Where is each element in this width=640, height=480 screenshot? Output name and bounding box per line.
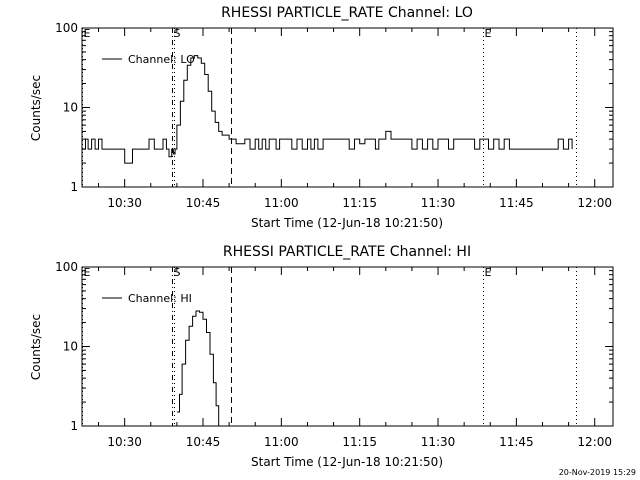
chart-title-lo: RHESSI PARTICLE_RATE Channel: LO — [221, 5, 473, 21]
chart-panel-lo: RHESSI PARTICLE_RATE Channel: LO Counts/… — [29, 5, 614, 230]
event-marker-label-hi: E — [84, 266, 91, 279]
legend-hi: Channel: HI — [102, 292, 192, 305]
series-line-hi — [176, 310, 220, 426]
x-tick-label-hi: 11:15 — [342, 435, 377, 449]
y-axis-label-lo: Counts/sec — [29, 75, 43, 141]
plot-frame-lo — [81, 27, 614, 188]
x-tick-label-lo: 11:15 — [342, 196, 377, 210]
y-axis-label-hi: Counts/sec — [29, 314, 43, 380]
x-axis-label-lo: Start Time (12-Jun-18 10:21:50) — [251, 216, 443, 230]
event-marker-label-lo: E — [485, 27, 492, 40]
y-tick-label-hi: 1 — [70, 419, 78, 433]
x-tick-label-hi: 10:30 — [107, 435, 142, 449]
x-tick-label-hi: 12:00 — [577, 435, 612, 449]
event-marker-label-hi: E — [485, 266, 492, 279]
footer-timestamp: 20-Nov-2019 15:29 — [559, 468, 636, 477]
legend-lo: Channel: LO — [102, 53, 195, 66]
plot-frame-hi — [81, 266, 614, 427]
x-tick-label-hi: 11:00 — [264, 435, 299, 449]
x-axis-label-hi: Start Time (12-Jun-18 10:21:50) — [251, 455, 443, 469]
legend-label-lo: Channel: LO — [128, 53, 195, 66]
x-tick-label-lo: 11:45 — [499, 196, 534, 210]
legend-label-hi: Channel: HI — [128, 292, 192, 305]
x-tick-label-lo: 11:00 — [264, 196, 299, 210]
y-tick-label-hi: 10 — [63, 340, 78, 354]
y-tick-label-lo: 1 — [70, 180, 78, 194]
x-tick-label-hi: 10:45 — [186, 435, 221, 449]
y-tick-label-hi: 100 — [55, 260, 78, 274]
event-marker-label-hi: S — [174, 266, 181, 279]
y-tick-label-lo: 100 — [55, 21, 78, 35]
series-line-lo — [82, 55, 573, 164]
chart-panel-hi: RHESSI PARTICLE_RATE Channel: HI Counts/… — [29, 244, 614, 469]
y-tick-label-lo: 10 — [63, 101, 78, 115]
x-tick-label-lo: 11:30 — [421, 196, 456, 210]
event-marker-label-lo: S — [174, 27, 181, 40]
x-tick-label-lo: 12:00 — [577, 196, 612, 210]
x-tick-label-hi: 11:30 — [421, 435, 456, 449]
event-marker-label-lo: E — [84, 27, 91, 40]
x-tick-label-lo: 10:30 — [107, 196, 142, 210]
x-tick-label-lo: 10:45 — [186, 196, 221, 210]
chart-title-hi: RHESSI PARTICLE_RATE Channel: HI — [223, 244, 471, 260]
x-tick-label-hi: 11:45 — [499, 435, 534, 449]
